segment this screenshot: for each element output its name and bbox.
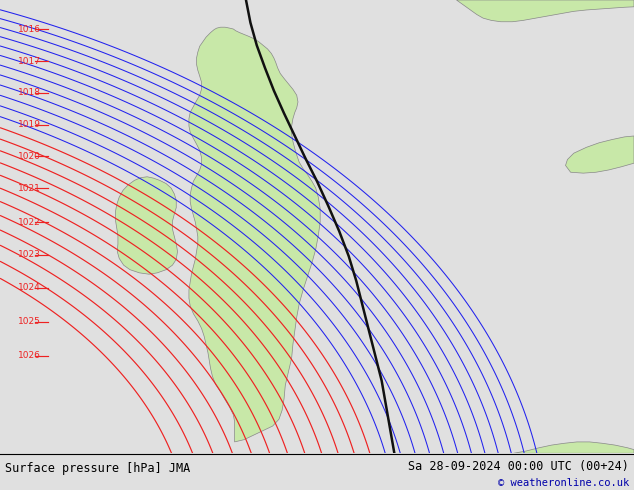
Text: 1017: 1017: [18, 57, 41, 66]
Text: Surface pressure [hPa] JMA: Surface pressure [hPa] JMA: [5, 462, 190, 475]
Polygon shape: [514, 442, 634, 453]
Text: 1024: 1024: [18, 283, 41, 293]
Polygon shape: [189, 27, 320, 442]
Text: © weatheronline.co.uk: © weatheronline.co.uk: [498, 478, 629, 489]
Text: 1020: 1020: [18, 152, 41, 161]
Polygon shape: [566, 136, 634, 173]
Text: 1019: 1019: [18, 120, 41, 129]
Text: 1016: 1016: [18, 25, 41, 34]
Text: 1021: 1021: [18, 184, 41, 193]
Text: 1026: 1026: [18, 351, 41, 360]
Text: 1025: 1025: [18, 318, 41, 326]
Polygon shape: [115, 177, 178, 274]
Text: 1023: 1023: [18, 250, 41, 259]
Text: 1022: 1022: [18, 218, 41, 226]
Text: 1018: 1018: [18, 88, 41, 98]
Polygon shape: [456, 0, 634, 22]
Text: Sa 28-09-2024 00:00 UTC (00+24): Sa 28-09-2024 00:00 UTC (00+24): [408, 460, 629, 473]
